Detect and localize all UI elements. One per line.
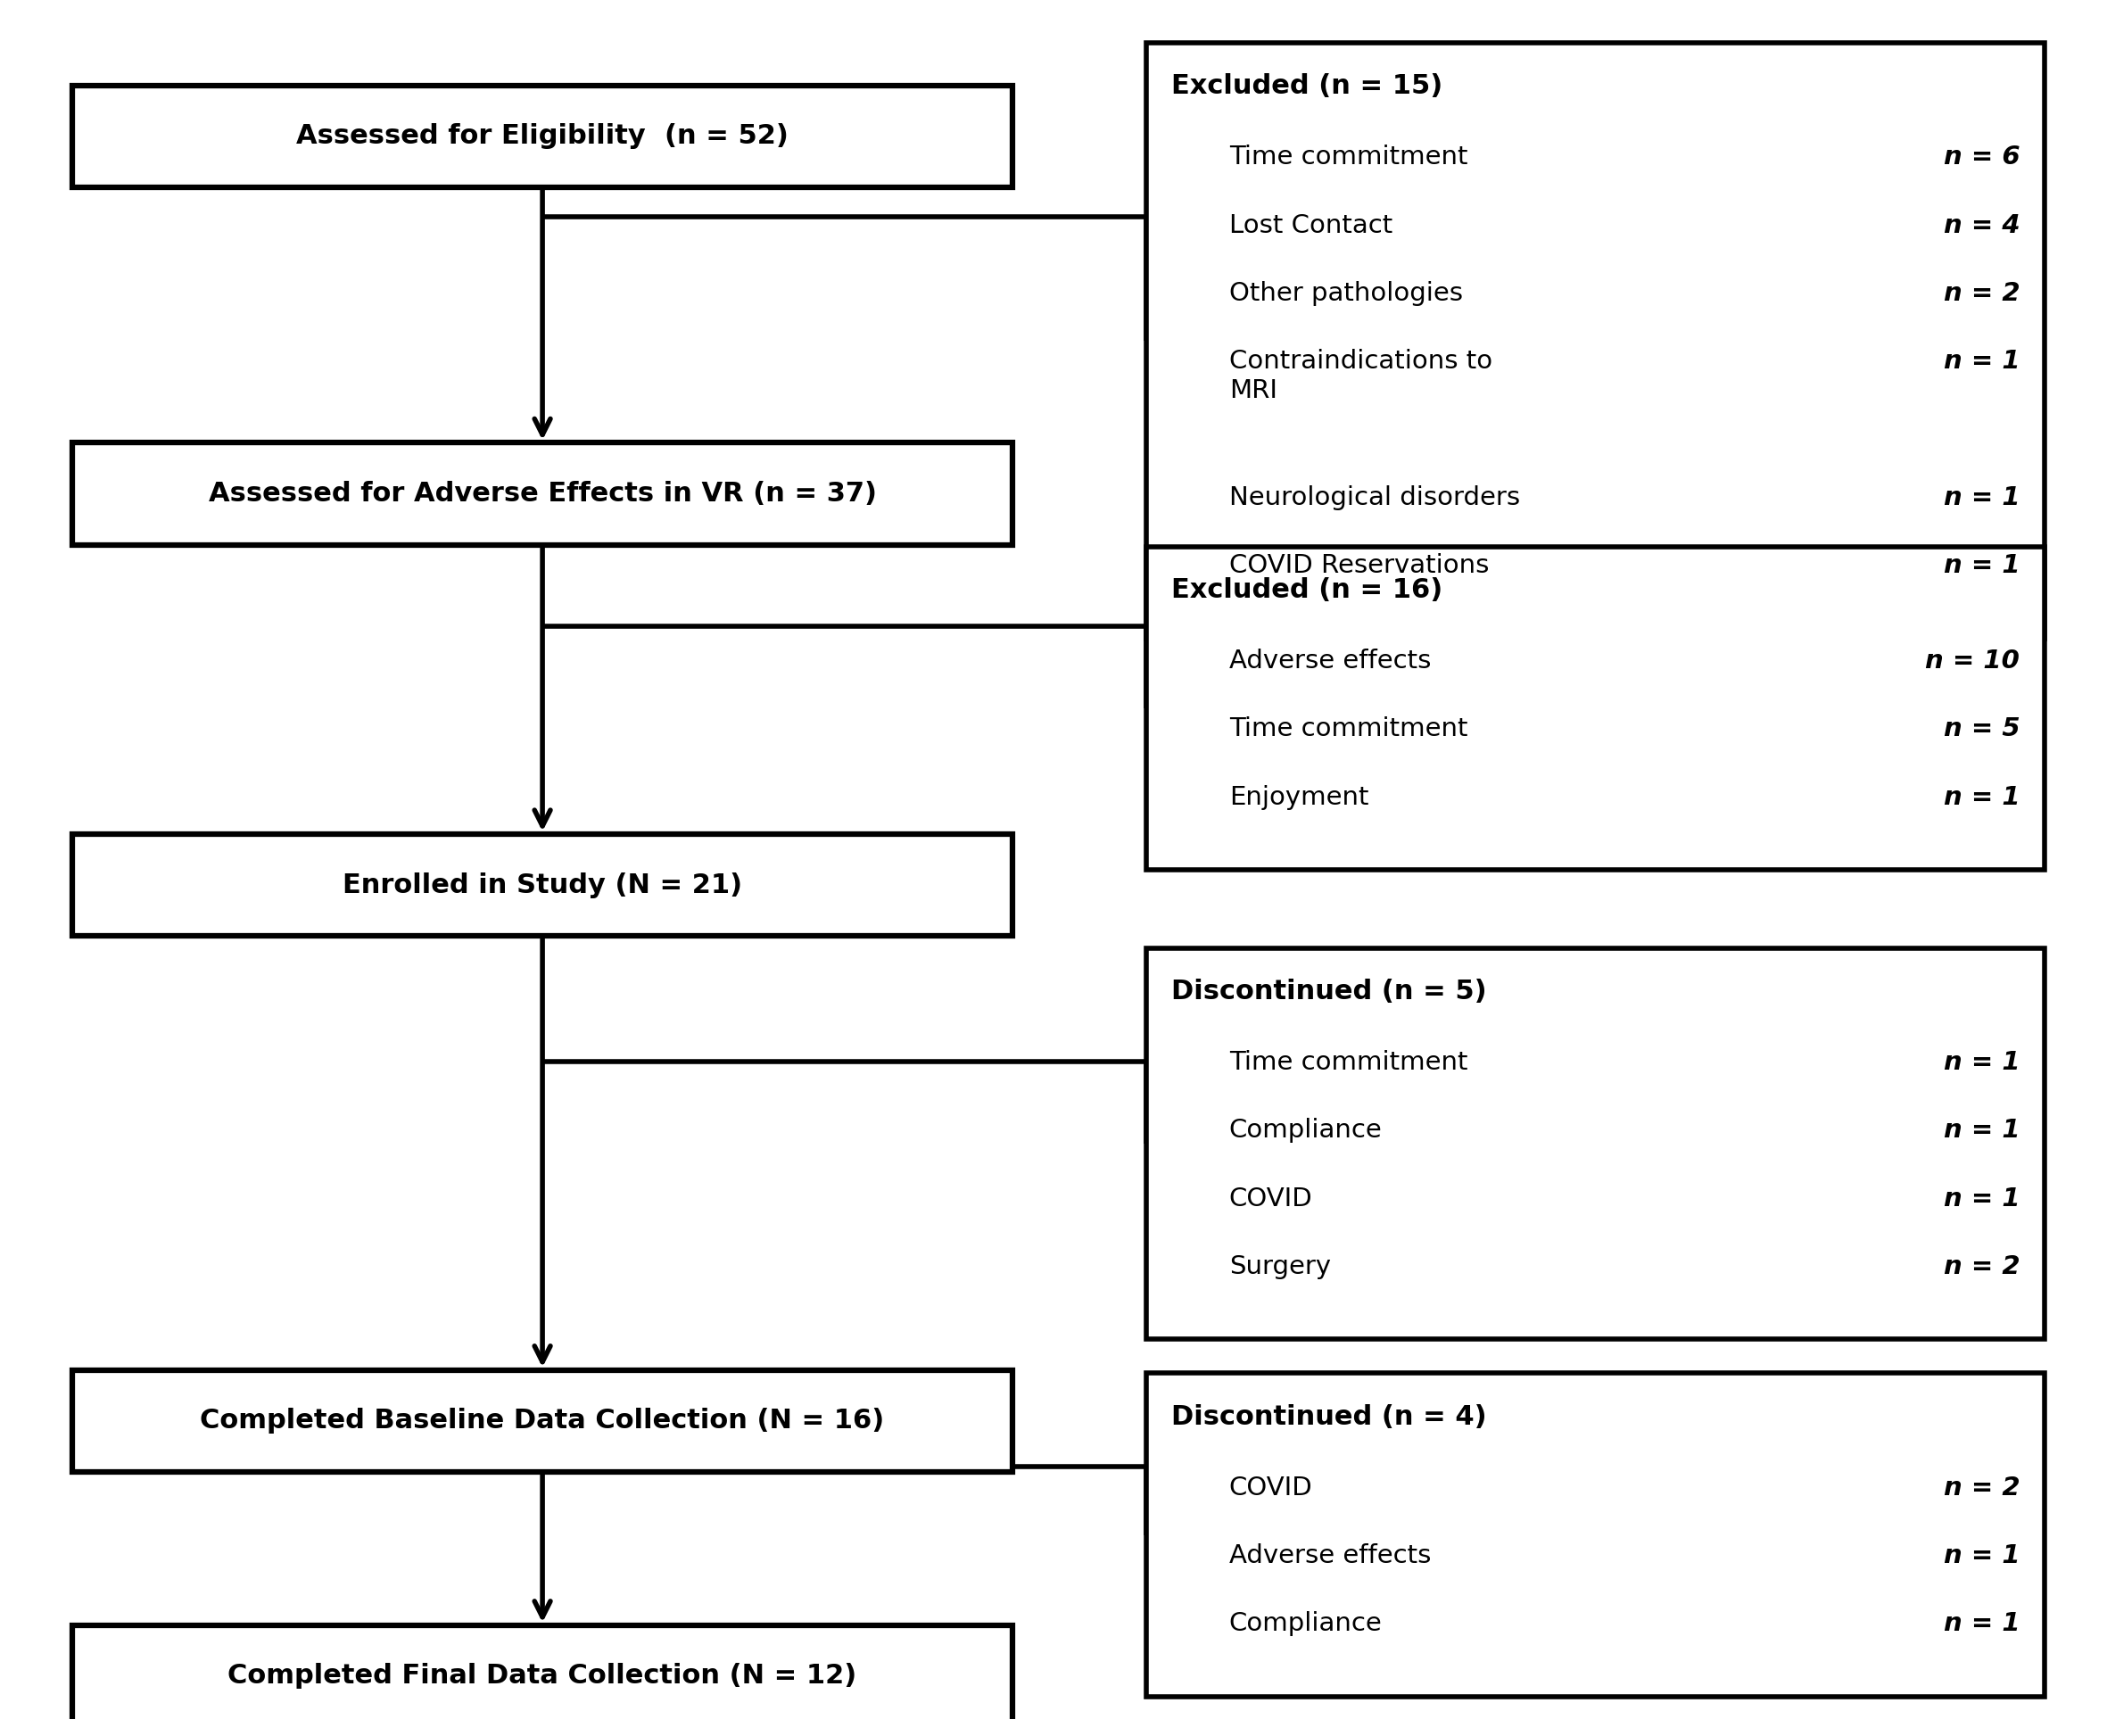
Bar — [1146, 43, 2044, 639]
Text: Other pathologies: Other pathologies — [1228, 281, 1462, 306]
Text: n = 1: n = 1 — [1943, 349, 2021, 373]
Text: Compliance: Compliance — [1228, 1611, 1382, 1637]
Text: Excluded (n = 15): Excluded (n = 15) — [1171, 73, 1443, 99]
Text: Surgery: Surgery — [1228, 1253, 1332, 1279]
Bar — [72, 1625, 1011, 1727]
Text: n = 5: n = 5 — [1943, 717, 2021, 741]
Text: Discontinued (n = 5): Discontinued (n = 5) — [1171, 979, 1488, 1005]
Bar — [72, 85, 1011, 187]
Text: Time commitment: Time commitment — [1228, 1050, 1469, 1075]
Text: n = 1: n = 1 — [1943, 554, 2021, 578]
Text: Compliance: Compliance — [1228, 1118, 1382, 1142]
Text: n = 1: n = 1 — [1943, 1050, 2021, 1075]
Text: n = 2: n = 2 — [1943, 1476, 2021, 1500]
Text: Contraindications to
MRI: Contraindications to MRI — [1228, 349, 1492, 403]
Text: Completed Final Data Collection (N = 12): Completed Final Data Collection (N = 12) — [228, 1663, 858, 1689]
Text: n = 6: n = 6 — [1943, 146, 2021, 170]
Bar — [72, 833, 1011, 936]
Text: Enrolled in Study (N = 21): Enrolled in Study (N = 21) — [343, 871, 742, 898]
Text: Completed Baseline Data Collection (N = 16): Completed Baseline Data Collection (N = … — [200, 1408, 885, 1434]
Text: n = 2: n = 2 — [1943, 281, 2021, 306]
Text: Lost Contact: Lost Contact — [1228, 214, 1393, 238]
Text: n = 1: n = 1 — [1943, 1543, 2021, 1568]
Text: Discontinued (n = 4): Discontinued (n = 4) — [1171, 1404, 1488, 1430]
Text: n = 4: n = 4 — [1943, 214, 2021, 238]
Text: Adverse effects: Adverse effects — [1228, 649, 1431, 674]
Text: n = 1: n = 1 — [1943, 785, 2021, 809]
Text: n = 1: n = 1 — [1943, 1186, 2021, 1212]
Text: n = 1: n = 1 — [1943, 1611, 2021, 1637]
Text: Enjoyment: Enjoyment — [1228, 785, 1370, 809]
Text: Assessed for Adverse Effects in VR (n = 37): Assessed for Adverse Effects in VR (n = … — [209, 481, 877, 507]
Text: Assessed for Eligibility  (n = 52): Assessed for Eligibility (n = 52) — [297, 123, 788, 149]
Text: n = 1: n = 1 — [1943, 1118, 2021, 1142]
Text: Excluded (n = 16): Excluded (n = 16) — [1171, 576, 1443, 602]
Text: n = 10: n = 10 — [1926, 649, 2021, 674]
Bar — [1146, 547, 2044, 870]
Text: n = 1: n = 1 — [1943, 486, 2021, 510]
Bar — [72, 443, 1011, 545]
Bar — [1146, 1373, 2044, 1696]
Text: Time commitment: Time commitment — [1228, 717, 1469, 741]
Text: Time commitment: Time commitment — [1228, 146, 1469, 170]
Text: Neurological disorders: Neurological disorders — [1228, 486, 1519, 510]
Text: COVID: COVID — [1228, 1476, 1313, 1500]
Text: COVID Reservations: COVID Reservations — [1228, 554, 1490, 578]
Text: Adverse effects: Adverse effects — [1228, 1543, 1431, 1568]
Bar — [1146, 948, 2044, 1338]
Text: COVID: COVID — [1228, 1186, 1313, 1212]
Text: n = 2: n = 2 — [1943, 1253, 2021, 1279]
Bar — [72, 1370, 1011, 1472]
